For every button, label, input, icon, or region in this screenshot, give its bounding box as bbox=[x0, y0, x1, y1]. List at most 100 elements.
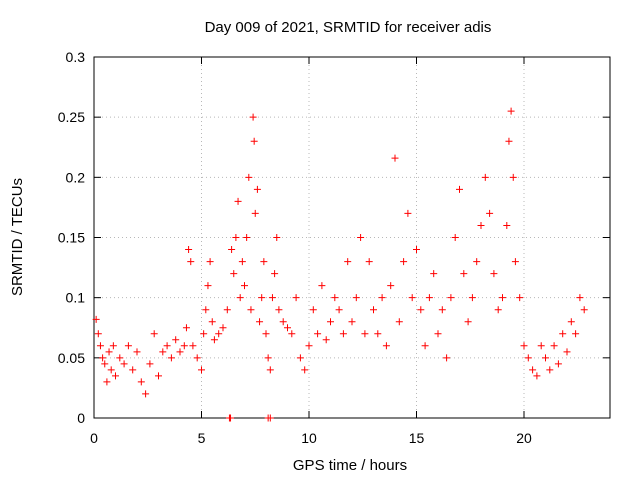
data-point bbox=[546, 366, 554, 374]
data-point bbox=[256, 318, 264, 326]
data-point bbox=[273, 234, 281, 241]
data-point bbox=[443, 354, 451, 362]
data-point bbox=[120, 360, 128, 368]
data-point bbox=[253, 185, 261, 193]
data-point bbox=[447, 294, 455, 302]
data-point bbox=[580, 306, 588, 314]
data-point bbox=[370, 306, 377, 314]
data-point bbox=[365, 258, 373, 266]
data-point bbox=[99, 354, 107, 362]
data-point bbox=[271, 270, 279, 278]
data-point bbox=[387, 282, 395, 290]
data-point bbox=[176, 348, 184, 356]
data-point bbox=[572, 330, 580, 338]
data-point bbox=[284, 324, 291, 332]
data-point bbox=[408, 294, 416, 302]
data-point bbox=[103, 378, 111, 386]
data-point bbox=[142, 390, 150, 398]
data-point bbox=[456, 185, 463, 193]
data-point bbox=[288, 330, 296, 338]
data-point bbox=[116, 354, 124, 362]
data-point bbox=[155, 372, 162, 380]
data-point bbox=[268, 294, 276, 302]
data-point bbox=[137, 378, 145, 386]
data-point bbox=[198, 366, 205, 374]
data-point bbox=[204, 282, 212, 290]
data-point bbox=[509, 173, 517, 181]
data-point bbox=[554, 360, 562, 368]
data-point bbox=[339, 330, 347, 338]
data-point bbox=[241, 282, 248, 290]
data-point bbox=[292, 294, 300, 302]
data-point bbox=[96, 342, 104, 350]
data-point bbox=[395, 318, 403, 326]
data-point bbox=[189, 342, 197, 350]
data-point bbox=[511, 258, 519, 266]
data-point bbox=[112, 372, 119, 380]
data-point bbox=[124, 342, 132, 350]
data-point bbox=[451, 234, 459, 241]
data-point bbox=[266, 414, 274, 422]
data-point bbox=[361, 330, 369, 338]
data-point bbox=[105, 348, 113, 356]
data-points bbox=[92, 107, 588, 422]
x-tick-label: 0 bbox=[90, 430, 98, 446]
chart-title: Day 009 of 2021, SRMTID for receiver adi… bbox=[205, 19, 492, 36]
y-tick-label: 0.3 bbox=[66, 49, 86, 65]
data-point bbox=[215, 330, 223, 338]
data-point bbox=[400, 258, 408, 266]
data-point bbox=[490, 270, 498, 278]
data-point bbox=[374, 330, 382, 338]
x-tick-label: 10 bbox=[301, 430, 317, 446]
data-point bbox=[464, 318, 472, 326]
data-point bbox=[481, 173, 489, 181]
data-point bbox=[202, 306, 210, 314]
data-point bbox=[275, 306, 283, 314]
data-point bbox=[238, 258, 246, 266]
data-point bbox=[468, 294, 476, 302]
data-point bbox=[232, 234, 240, 241]
data-point bbox=[210, 336, 218, 344]
data-point bbox=[228, 246, 236, 254]
data-point bbox=[193, 354, 201, 362]
data-point bbox=[150, 330, 158, 338]
data-point bbox=[344, 258, 352, 266]
axis-ticks bbox=[93, 56, 610, 419]
data-point bbox=[305, 342, 313, 350]
data-point bbox=[230, 270, 238, 278]
y-tick-label: 0.15 bbox=[58, 230, 85, 246]
data-point bbox=[159, 348, 167, 356]
data-point bbox=[258, 294, 266, 302]
data-point bbox=[260, 258, 268, 266]
data-point bbox=[524, 354, 532, 362]
data-point bbox=[477, 221, 485, 229]
data-point bbox=[109, 342, 117, 350]
data-point bbox=[94, 330, 102, 338]
data-point bbox=[167, 354, 175, 362]
data-point bbox=[182, 324, 190, 332]
y-tick-label: 0.25 bbox=[58, 109, 85, 125]
data-point bbox=[382, 342, 390, 350]
data-point bbox=[309, 306, 317, 314]
data-point bbox=[533, 372, 541, 380]
data-point bbox=[266, 366, 274, 374]
data-point bbox=[537, 342, 545, 350]
data-point bbox=[163, 342, 171, 350]
x-axis-label: GPS time / hours bbox=[293, 457, 407, 474]
data-point bbox=[133, 348, 141, 356]
data-point bbox=[357, 234, 365, 241]
y-tick-label: 0.2 bbox=[66, 169, 86, 185]
data-point bbox=[251, 209, 259, 217]
data-point bbox=[234, 197, 242, 205]
data-point bbox=[391, 154, 399, 162]
data-point bbox=[430, 270, 438, 278]
data-point bbox=[279, 318, 287, 326]
data-point bbox=[250, 137, 258, 145]
data-point bbox=[505, 137, 513, 145]
data-point bbox=[322, 336, 330, 344]
x-tick-labels: 0 5 10 15 20 bbox=[90, 430, 532, 446]
data-point bbox=[567, 318, 575, 326]
data-point bbox=[314, 330, 322, 338]
data-point bbox=[348, 318, 356, 326]
